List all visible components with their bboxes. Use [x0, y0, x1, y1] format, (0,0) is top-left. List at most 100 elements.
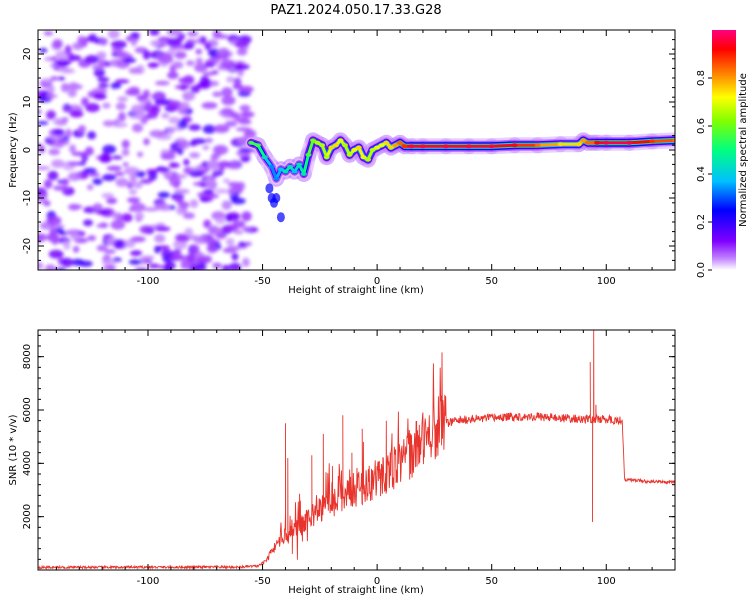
noise-blob — [65, 128, 72, 139]
ridge-core — [488, 144, 495, 149]
noise-blob — [142, 255, 155, 260]
noise-blob — [167, 126, 175, 135]
ridge-core — [626, 140, 633, 145]
noise-blob — [128, 189, 138, 195]
noise-blob — [221, 87, 233, 97]
noise-blob — [225, 238, 235, 246]
noise-blob — [204, 79, 211, 84]
noise-blob — [45, 94, 58, 99]
noise-blob — [62, 106, 72, 112]
noise-blob — [209, 157, 218, 168]
noise-blob — [110, 82, 122, 89]
noise-blob — [241, 156, 250, 162]
ridge-core — [557, 142, 564, 147]
noise-blob — [87, 235, 97, 241]
noise-blob — [173, 239, 188, 250]
noise-blob — [48, 148, 61, 156]
noise-blob — [149, 30, 160, 36]
noise-blob — [221, 200, 232, 210]
y-tick-label: -20 — [22, 238, 33, 254]
noise-blob — [55, 67, 72, 73]
ridge-core — [300, 172, 307, 176]
ridge-core — [369, 148, 376, 152]
noise-blob — [169, 162, 180, 168]
noise-blob — [124, 89, 141, 96]
noise-blob — [139, 225, 154, 234]
noise-blob — [69, 110, 84, 118]
noise-blob — [71, 151, 86, 156]
noise-blob — [85, 103, 100, 113]
noise-blob — [55, 60, 72, 66]
noise-blob — [157, 55, 174, 64]
noise-blob — [225, 212, 241, 221]
noise-blob — [121, 139, 130, 149]
noise-blob — [106, 165, 122, 171]
colorbar-tick-label: 0.0 — [696, 262, 707, 278]
noise-blob — [232, 220, 246, 229]
noise-blob — [43, 179, 53, 189]
noise-blob — [123, 166, 140, 176]
noise-blob — [123, 58, 137, 63]
noise-blob — [162, 255, 174, 263]
noise-blob — [187, 31, 199, 37]
noise-blob — [88, 172, 101, 177]
noise-blob — [166, 30, 182, 37]
noise-blob — [87, 131, 97, 140]
noise-blob — [61, 178, 70, 186]
noise-blob — [44, 264, 57, 270]
noise-blob — [128, 259, 142, 265]
noise-blob — [202, 124, 216, 134]
noise-blob — [182, 75, 195, 85]
ridge-core — [374, 145, 381, 150]
noise-blob — [130, 36, 138, 47]
snr-panel: -100 -50 0 50 100 2000 4000 6000 8000 Height of … — [8, 329, 676, 596]
y-tick-label: 10 — [22, 96, 33, 109]
noise-blob — [143, 207, 159, 212]
ridge-core — [534, 143, 541, 148]
ridge-core — [346, 152, 353, 157]
noise-blob — [151, 104, 161, 115]
noise-blob — [51, 159, 65, 169]
noise-blob — [70, 230, 80, 241]
noise-blob — [148, 171, 158, 181]
noise-blob — [102, 264, 116, 270]
figure-title: PAZ1.2024.050.17.33.G28 — [270, 3, 441, 18]
noise-blob — [215, 218, 226, 225]
snr-x-label: Height of straight line (km) — [288, 585, 424, 596]
ridge-tail-blob — [276, 212, 285, 223]
noise-blob — [111, 155, 123, 160]
colorbar: 0.0 0.2 0.4 0.6 0.8 Normalized spectral ampl… — [696, 30, 749, 278]
noise-blob — [238, 147, 255, 154]
ridge-segment — [490, 143, 517, 148]
noise-blob — [169, 256, 181, 262]
noise-blob — [98, 83, 109, 89]
noise-blob — [245, 241, 252, 246]
y-tick-label: -10 — [22, 190, 33, 206]
noise-blob — [242, 257, 250, 267]
ridge-core — [332, 143, 339, 148]
y-tick-label: 4000 — [22, 451, 33, 476]
noise-blob — [99, 39, 108, 46]
ridge-core — [273, 176, 280, 181]
ridge-core — [408, 144, 415, 149]
noise-blob — [97, 59, 106, 70]
ridge-core — [323, 155, 330, 160]
noise-blob — [204, 61, 216, 68]
ridge-core — [465, 144, 472, 149]
noise-blob — [121, 213, 133, 223]
noise-blob — [72, 42, 84, 51]
noise-blob — [168, 103, 177, 112]
noise-blob — [127, 197, 141, 204]
noise-blob — [110, 220, 126, 230]
noise-blob — [149, 129, 164, 138]
noise-blob — [178, 141, 190, 150]
snr-axes: -100 -50 0 50 100 2000 4000 6000 8000 — [22, 330, 676, 587]
noise-blob — [68, 82, 79, 91]
noise-blob — [78, 161, 86, 166]
noise-blob — [118, 111, 126, 122]
noise-blob — [163, 266, 172, 270]
ridge-core — [672, 138, 675, 143]
noise-blob — [204, 176, 214, 187]
ridge-core — [365, 157, 371, 162]
